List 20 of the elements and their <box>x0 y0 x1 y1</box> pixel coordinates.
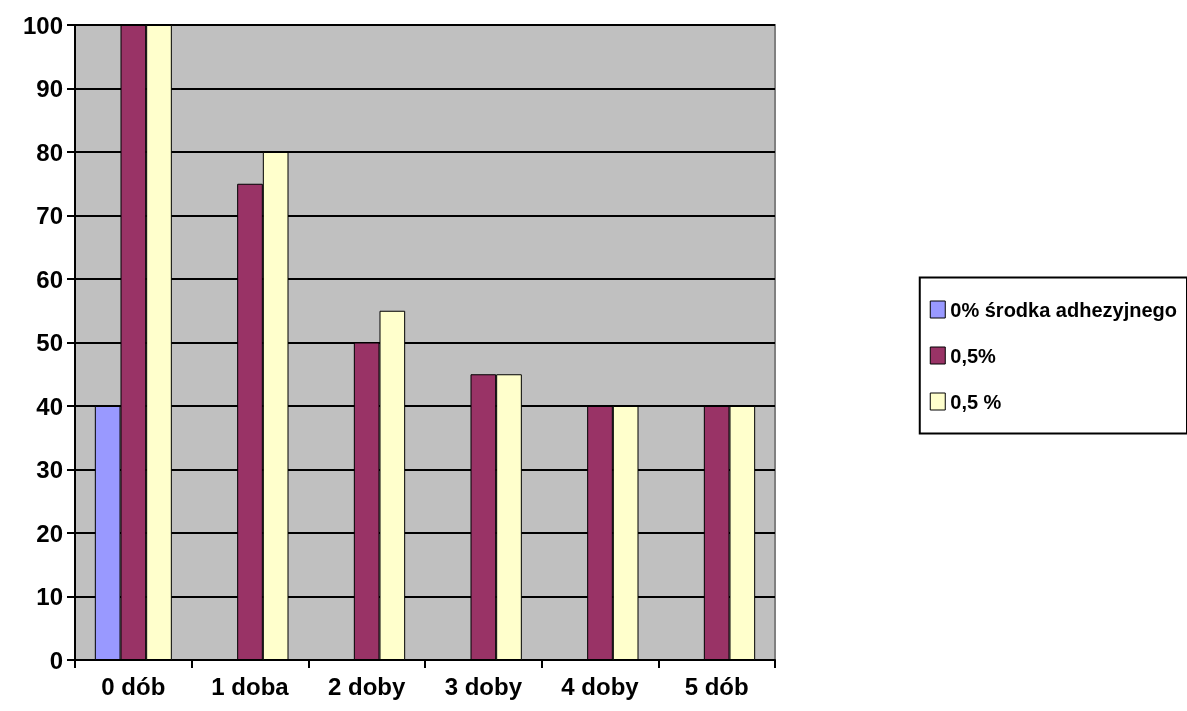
legend-label: 0,5 % <box>950 390 1002 413</box>
y-tick-label: 100 <box>22 11 63 39</box>
y-tick-label: 90 <box>36 75 63 102</box>
y-tick-label: 80 <box>36 138 63 166</box>
y-tick-label: 20 <box>36 519 63 547</box>
x-tick-label: 0 dób <box>101 672 166 700</box>
y-tick-label: 40 <box>36 392 63 420</box>
x-tick-label: 5 dób <box>684 672 749 700</box>
legend-label: 0,5% <box>950 344 997 367</box>
x-tick-label: 4 doby <box>561 672 640 700</box>
x-tick-label: 1 doba <box>211 672 290 700</box>
y-tick-label: 0 <box>49 646 63 674</box>
y-tick-label: 10 <box>36 583 63 610</box>
legend-label: 0% środka adhezyjnego <box>950 298 1178 321</box>
x-tick-label: 2 doby <box>327 672 406 700</box>
y-tick-label: 60 <box>36 265 63 293</box>
y-tick-label: 50 <box>36 329 63 356</box>
y-tick-label: 70 <box>36 202 63 229</box>
x-tick-label: 3 doby <box>444 672 523 700</box>
y-tick-label: 30 <box>36 456 63 483</box>
